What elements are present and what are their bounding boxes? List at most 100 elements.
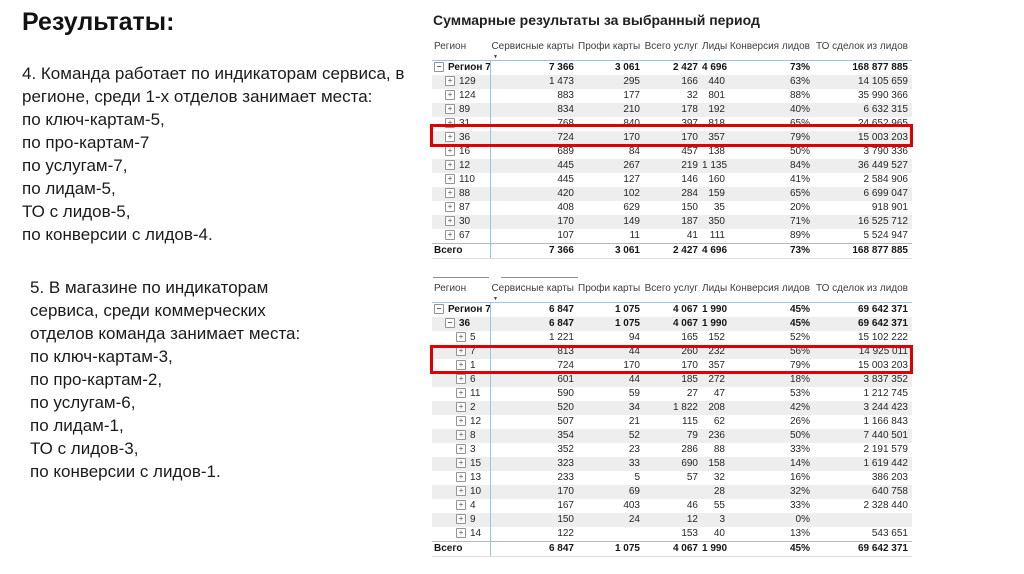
row-label: 7 [470, 346, 476, 357]
expand-icon[interactable]: + [456, 486, 466, 496]
expand-icon[interactable]: + [456, 458, 466, 468]
header-row: Регион Сервисные карты ▼ Профи карты Всего у… [432, 38, 912, 61]
expand-icon[interactable]: + [456, 388, 466, 398]
region-summary-matrix: Регион Сервисные карты ▼ Профи карты Всего у… [432, 38, 912, 259]
cell-value: 457 [681, 146, 698, 157]
expand-icon[interactable]: + [445, 174, 455, 184]
cell-value: 236 [708, 430, 725, 441]
expand-icon[interactable]: + [445, 104, 455, 114]
expand-icon[interactable]: + [456, 416, 466, 426]
expand-icon[interactable]: + [456, 514, 466, 524]
expand-icon[interactable]: + [456, 360, 466, 370]
collapse-icon[interactable]: − [434, 304, 444, 314]
divider-line [433, 277, 489, 278]
collapse-icon[interactable]: − [434, 62, 444, 72]
column-header-0[interactable]: Регион [432, 280, 490, 303]
row-label: 110 [459, 174, 475, 185]
column-header-3[interactable]: Всего услуг [644, 280, 702, 303]
cell-value: 168 877 885 [852, 62, 908, 73]
expand-icon[interactable]: + [456, 374, 466, 384]
cell-value: 62 [713, 416, 725, 427]
column-header-3[interactable]: Всего услуг [644, 38, 702, 61]
column-header-5[interactable]: Конверсия лидов [729, 280, 814, 303]
table-row: +7 813 44 260 232 56% 14 925 011 [432, 345, 912, 359]
expand-icon[interactable]: + [456, 430, 466, 440]
cell-value: 84% [789, 160, 810, 171]
cell-value: 1 075 [614, 318, 640, 329]
cell-value: 59 [628, 388, 640, 399]
matrix-table: Регион Сервисные карты ▼ Профи карты Всего у… [432, 38, 912, 259]
cell-value: 5 [634, 472, 640, 483]
expand-icon[interactable]: + [445, 146, 455, 156]
column-header-1[interactable]: Сервисные карты ▼ [490, 38, 578, 61]
cell-value: 170 [623, 360, 640, 371]
expand-icon[interactable]: + [456, 500, 466, 510]
column-header-2[interactable]: Профи карты [578, 38, 644, 61]
row-label: 15 [470, 458, 482, 469]
column-header-4[interactable]: Лиды [702, 280, 729, 303]
cell-value: 84 [628, 146, 640, 157]
cell-value: 13% [789, 528, 810, 539]
cell-value: 50% [789, 430, 810, 441]
cell-value: 14% [789, 458, 810, 469]
expand-icon[interactable]: + [445, 216, 455, 226]
cell-value: 386 203 [871, 472, 908, 483]
cell-value: 1 990 [702, 318, 728, 329]
cell-value: 1 075 [578, 541, 644, 557]
row-label: 9 [470, 514, 476, 525]
cell-value: 403 [623, 500, 640, 511]
cell-value [644, 485, 702, 499]
cell-value: 35 990 366 [857, 90, 908, 101]
cell-value: 3 061 [614, 62, 640, 73]
cell-value: 724 [489, 359, 578, 373]
cell-value: 52% [789, 332, 810, 343]
cell-value: 50% [789, 146, 810, 157]
column-header-6[interactable]: ТО сделок из лидов [814, 280, 912, 303]
column-header-4[interactable]: Лиды [702, 38, 729, 61]
cell-value: 210 [623, 104, 640, 115]
cell-value: 34 [628, 402, 640, 413]
cell-value: 21 [628, 416, 640, 427]
cell-value: 71% [789, 216, 810, 227]
cell-value: 14 105 659 [857, 76, 908, 87]
sort-descending-icon: ▼ [493, 296, 498, 302]
expand-icon[interactable]: + [445, 132, 455, 142]
expand-icon[interactable]: + [445, 76, 455, 86]
cell-value: 1 822 [672, 402, 698, 413]
expand-icon[interactable]: + [445, 90, 455, 100]
cell-value: 232 [708, 346, 725, 357]
expand-icon[interactable]: + [456, 444, 466, 454]
row-label: 36 [459, 132, 471, 143]
cell-value: 1 166 843 [863, 416, 909, 427]
cell-value: 208 [708, 402, 725, 413]
column-header-5[interactable]: Конверсия лидов [729, 38, 814, 61]
column-header-2[interactable]: Профи карты [578, 280, 644, 303]
cell-value: 89% [789, 230, 810, 241]
cell-value: 47 [713, 388, 725, 399]
column-header-0[interactable]: Регион [432, 38, 490, 61]
expand-icon[interactable]: + [445, 160, 455, 170]
cell-value: 818 [708, 118, 725, 129]
table-row: +12 507 21 115 62 26% 1 166 843 [432, 415, 912, 429]
cell-value: 79 [686, 430, 698, 441]
collapse-icon[interactable]: − [445, 318, 455, 328]
column-header-6[interactable]: ТО сделок из лидов [814, 38, 912, 61]
expand-icon[interactable]: + [445, 188, 455, 198]
expand-icon[interactable]: + [445, 230, 455, 240]
row-label: 88 [459, 188, 471, 199]
expand-icon[interactable]: + [456, 472, 466, 482]
expand-icon[interactable]: + [445, 118, 455, 128]
expand-icon[interactable]: + [456, 528, 466, 538]
expand-icon[interactable]: + [456, 332, 466, 342]
expand-icon[interactable]: + [445, 202, 455, 212]
cell-value: 357 [708, 132, 725, 143]
cell-value: 543 651 [871, 528, 908, 539]
row-label: 16 [459, 146, 471, 157]
expand-icon[interactable]: + [456, 402, 466, 412]
cell-value: 69 642 371 [857, 304, 908, 315]
cell-value: 177 [623, 90, 640, 101]
total-row: Всего 7 366 3 061 2 427 4 696 73% 168 877 885 [432, 243, 912, 259]
column-header-1[interactable]: Сервисные карты ▼ [490, 280, 578, 303]
table-row: +129 1 473 295 166 440 63% 14 105 659 [432, 75, 912, 89]
report-panel: Суммарные результаты за выбранный период… [430, 0, 922, 574]
